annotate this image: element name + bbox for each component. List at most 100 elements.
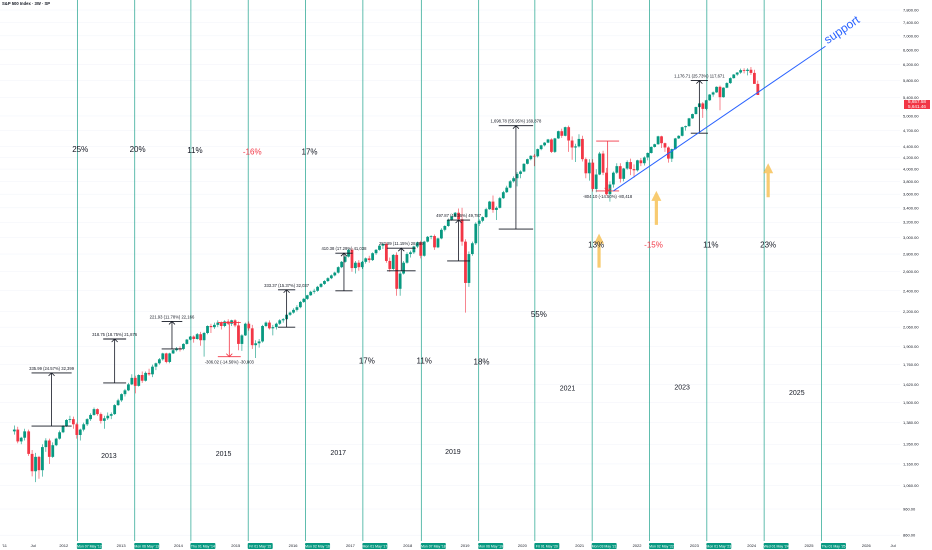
- candle-body: [23, 431, 27, 438]
- measure-label: 318.75 (18.75%) 21,876: [92, 332, 138, 337]
- candle-body: [550, 139, 553, 152]
- x-tick-label: 2026: [862, 543, 872, 548]
- candle-body: [240, 335, 244, 344]
- candle-body: [381, 244, 385, 246]
- candle-body: [398, 273, 402, 289]
- candle-body: [519, 171, 522, 174]
- measure-label: 333.37 (15.37%) 32,037: [264, 283, 310, 288]
- date-badge: [820, 543, 846, 549]
- candle-body: [171, 350, 175, 354]
- y-tick-label: 3,400.00: [903, 205, 919, 210]
- candle-body: [611, 172, 615, 185]
- candle-body: [41, 447, 44, 471]
- y-tick-label: 860.00: [903, 533, 916, 538]
- candle-body: [704, 100, 708, 109]
- candle-body: [584, 159, 588, 174]
- date-badge: [534, 543, 560, 549]
- annual-percent-label: 11%: [416, 356, 431, 365]
- candle-body: [99, 414, 103, 421]
- candle-body: [288, 312, 292, 315]
- y-tick-label: 2,200.00: [903, 309, 919, 314]
- date-badge-text: Mon 01 May '23: [706, 545, 731, 549]
- measure-arrowhead: [397, 247, 405, 252]
- candle-body: [151, 366, 154, 375]
- candle-body: [254, 343, 258, 346]
- candle-body: [216, 322, 220, 325]
- candle-body: [329, 275, 333, 279]
- candle-body: [453, 212, 457, 217]
- measure-arrowhead: [283, 289, 290, 294]
- candle-body: [336, 267, 340, 273]
- y-tick-label: 2,400.00: [903, 288, 919, 293]
- annual-percent-label: 17%: [359, 356, 375, 365]
- x-tick-label: '11: [2, 543, 8, 548]
- date-badge-text: Wed 01 May '24: [764, 545, 789, 549]
- annual-percent-label: 11%: [187, 146, 202, 155]
- candle-body: [563, 127, 567, 136]
- date-badge-text: Mon 02 May '22: [649, 545, 674, 549]
- x-tick-label: 2020: [518, 543, 528, 548]
- support-line-layer: support: [613, 12, 863, 192]
- candle-body: [608, 184, 612, 195]
- candle-body: [735, 72, 739, 75]
- candle-body: [553, 138, 557, 152]
- up-arrow-icon: [763, 163, 774, 198]
- annual-percent-label: -16%: [243, 148, 262, 157]
- candle-body: [460, 219, 464, 242]
- candle-body: [694, 107, 698, 115]
- x-tick-label: 2022: [633, 543, 643, 548]
- candle-body: [567, 127, 571, 141]
- measure-label: -306.02 (-14.56%) -30,803: [205, 360, 255, 365]
- candle-body: [649, 146, 653, 153]
- candle-body: [195, 334, 199, 340]
- candle-body: [429, 236, 433, 237]
- y-tick-label: 1,160.00: [903, 461, 919, 466]
- candle-body: [525, 159, 529, 164]
- candle-body: [415, 242, 419, 247]
- grid-layer: [0, 9, 900, 536]
- candle-body: [543, 142, 546, 146]
- candle-body: [515, 173, 519, 179]
- candle-body: [316, 286, 319, 291]
- measure-arrowhead: [604, 187, 611, 192]
- candle-body: [605, 172, 608, 195]
- candle-body: [601, 153, 605, 173]
- candle-body: [219, 322, 223, 326]
- candle-body: [653, 144, 657, 147]
- candle-body: [701, 103, 705, 109]
- candle-body: [192, 336, 196, 340]
- candle-body: [168, 353, 172, 362]
- candle-body: [663, 143, 667, 148]
- candle-body: [522, 163, 526, 172]
- candle-body: [102, 418, 106, 421]
- candle-body: [660, 136, 663, 144]
- measure-label: 335.99 (24.57%) 32,399: [29, 366, 75, 371]
- candle-body: [670, 149, 674, 159]
- date-badge-text: Thu 01 May '25: [821, 545, 845, 549]
- measure-arrowhead: [340, 252, 348, 257]
- measure-annotations: 335.99 (24.57%) 32,399 318.75 (18.75%) 21…: [29, 74, 725, 427]
- annual-percent-label: 20%: [130, 145, 146, 154]
- candle-body: [684, 126, 688, 128]
- up-arrow-icon: [651, 190, 662, 225]
- candle-body: [185, 339, 189, 344]
- candle-body: [529, 155, 533, 160]
- candle-body: [12, 429, 16, 432]
- x-axis-panel: [0, 541, 900, 550]
- date-badge: [190, 543, 216, 549]
- y-tick-label: 6,200.00: [903, 62, 919, 67]
- year-label: 2013: [101, 453, 117, 460]
- x-tick-label: 2016: [289, 543, 299, 548]
- x-tick-label: 2012: [59, 543, 69, 548]
- candle-body: [367, 258, 371, 261]
- candle-body: [137, 375, 141, 386]
- candle-body: [51, 445, 55, 457]
- candle-body: [742, 70, 746, 71]
- x-tick-label: 2018: [403, 543, 413, 548]
- x-tick-label: 2021: [575, 543, 585, 548]
- date-badge-text: Thu 01 May '14: [191, 545, 215, 549]
- candle-body: [433, 236, 436, 248]
- y-tick-label: 3,200.00: [903, 220, 919, 225]
- candle-body: [560, 131, 564, 136]
